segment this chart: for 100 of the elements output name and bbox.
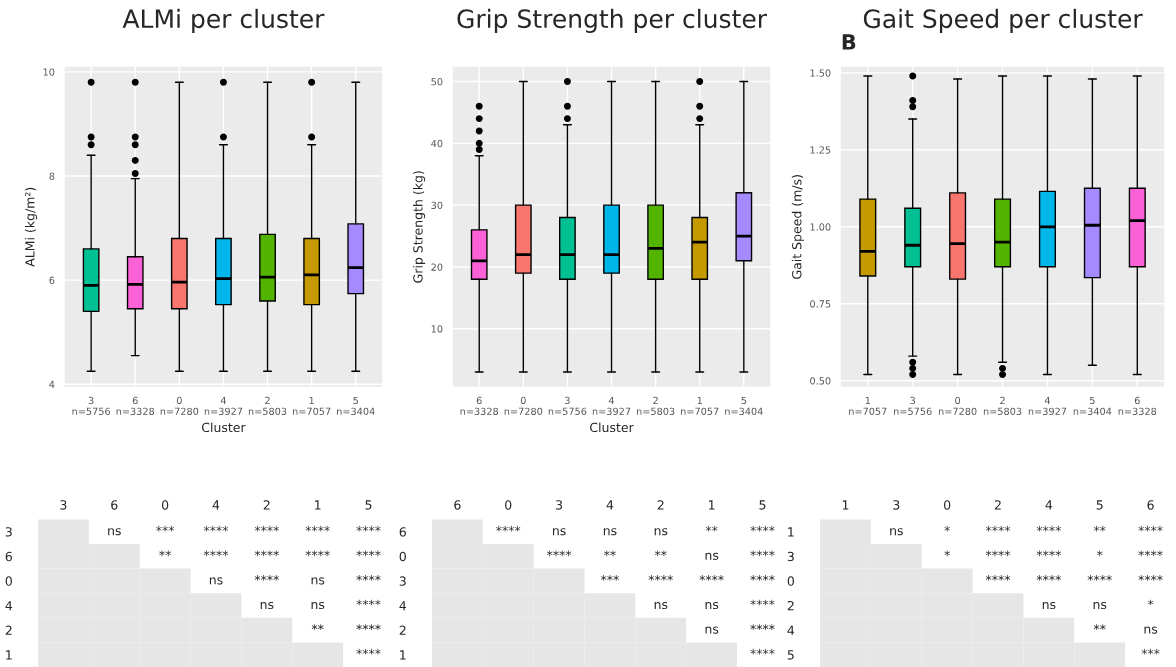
x-tick-label: 5 (1096, 500, 1103, 510)
text: * (944, 525, 950, 532)
y-axis-title: ALMi (kg/m²) (24, 187, 38, 267)
y-tick-label: 3 (787, 551, 794, 562)
text: ** (159, 550, 171, 557)
x-tick-label: 3 n=5756 (894, 396, 932, 415)
x-tick-label: 3 n=5756 (72, 396, 111, 415)
y-tick-label: 0 (787, 576, 794, 586)
x-tick-label: 4 n=3927 (1028, 396, 1067, 415)
text: **** (356, 550, 381, 557)
text: **** (1087, 575, 1112, 581)
text: **** (356, 648, 381, 655)
y-tick-label: 0.50 (810, 377, 831, 385)
y-tick-label: 10 (43, 68, 55, 76)
y-tick-label: 0.75 (810, 300, 831, 308)
y-tick-label: 4 (5, 601, 13, 611)
y-tick-label: 10 (431, 325, 443, 333)
x-tick-label: 5 (365, 500, 372, 510)
text: **** (1036, 550, 1061, 557)
text: **** (985, 525, 1011, 532)
y-tick-label: 2 (399, 625, 406, 635)
x-tick-label: 0 n=7280 (938, 396, 977, 415)
x-tick-label: 3 n=5756 (548, 396, 587, 415)
y-tick-label: 20 (431, 263, 443, 271)
y-tick-label: 3 (5, 527, 12, 537)
text: **** (750, 624, 775, 630)
y-tick-label: 0 (5, 576, 12, 586)
text: **** (1036, 525, 1061, 532)
x-tick-label: 4 n=3927 (204, 396, 243, 415)
text: ** (311, 624, 324, 630)
chart-title: Gait Speed per cluster (863, 8, 1143, 34)
text: ** (705, 525, 718, 532)
text: **** (985, 575, 1011, 581)
text: **** (305, 525, 330, 532)
text: * (1096, 550, 1103, 557)
text: ns (552, 528, 566, 536)
text: ns (1144, 626, 1158, 634)
y-tick-label: 1.25 (810, 146, 831, 154)
y-tick-label: 8 (49, 172, 55, 180)
y-tick-label: 6 (399, 527, 406, 537)
text: **** (356, 575, 381, 581)
text: *** (1141, 648, 1160, 655)
x-tick-label: 2 (263, 500, 270, 510)
text: ns (603, 528, 617, 536)
y-tick-label: 1.00 (810, 223, 831, 231)
text: **** (1138, 575, 1163, 581)
text: **** (305, 550, 330, 557)
y-tick-label: 30 (431, 201, 443, 209)
y-tick-label: 1.50 (810, 69, 831, 77)
y-tick-label: 0 (399, 551, 406, 562)
x-tick-label: 4 (212, 500, 220, 510)
text: * (1147, 599, 1154, 606)
text: **** (496, 525, 521, 532)
text: **** (750, 575, 775, 581)
x-tick-label: 1 n=7057 (849, 396, 887, 415)
text: ns (890, 528, 903, 536)
text: **** (356, 624, 381, 630)
text: ns (654, 528, 668, 536)
text: **** (750, 599, 775, 606)
x-tick-label: 1 (709, 500, 715, 510)
y-tick-label: 6 (49, 276, 55, 284)
x-tick-label: 1 n=7057 (293, 396, 331, 415)
text: **** (254, 525, 279, 532)
text: * (944, 550, 950, 557)
x-axis-title: Cluster (201, 422, 246, 433)
x-tick-label: 0 (944, 500, 951, 510)
text: ** (1093, 525, 1106, 532)
x-tick-label: 3 (893, 500, 900, 510)
y-tick-label: 1 (6, 650, 12, 660)
text: ns (1042, 601, 1056, 610)
x-tick-label: 0 n=7280 (160, 396, 199, 415)
text: ns (705, 601, 719, 610)
x-tick-label: 3 (60, 500, 67, 510)
text: **** (356, 599, 381, 606)
text: **** (546, 550, 572, 557)
text: **** (254, 550, 279, 557)
text: **** (203, 550, 229, 557)
chart-title: Grip Strength per cluster (457, 8, 768, 34)
y-axis-title: Gait Speed (m/s) (791, 175, 804, 279)
x-tick-label: 2 n=5803 (248, 396, 287, 415)
y-tick-label: 40 (431, 139, 443, 148)
x-tick-label: 0 (505, 500, 512, 510)
x-tick-label: 6 n=3328 (460, 396, 499, 415)
x-tick-label: 6 n=3328 (1118, 396, 1157, 415)
y-tick-label: 50 (431, 78, 443, 86)
text: **** (750, 648, 775, 655)
x-tick-label: 3 (556, 500, 563, 510)
x-tick-label: 1 (842, 500, 849, 510)
text: **** (699, 575, 724, 581)
text: ** (604, 550, 616, 557)
text: ns (311, 577, 325, 585)
x-tick-label: 5 n=3404 (725, 396, 763, 415)
text: ns (705, 626, 719, 634)
y-tick-label: 4 (49, 380, 55, 388)
x-tick-label: 6 (111, 500, 118, 510)
text: B (842, 34, 856, 50)
x-tick-label: 0 n=7280 (504, 396, 543, 415)
text: **** (1138, 525, 1163, 532)
y-axis-title: Grip Strength (kg) (413, 171, 426, 283)
x-tick-label: 6 (454, 500, 461, 510)
